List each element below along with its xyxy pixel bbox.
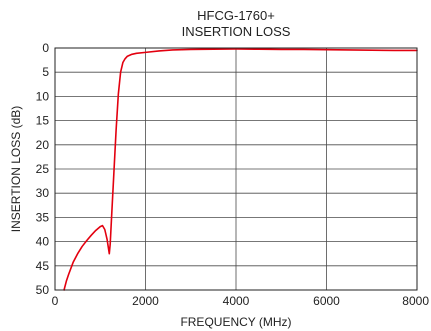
x-tick-label: 4000 bbox=[223, 294, 250, 308]
x-tick-label: 0 bbox=[52, 294, 59, 308]
y-tick-label: 40 bbox=[36, 235, 50, 249]
y-tick-label: 50 bbox=[36, 283, 50, 297]
y-tick-label: 15 bbox=[36, 114, 50, 128]
y-tick-label: 35 bbox=[36, 210, 50, 224]
series-line bbox=[63, 48, 418, 291]
series-group bbox=[63, 48, 418, 291]
x-tick-label: 2000 bbox=[132, 294, 159, 308]
y-tick-label: 10 bbox=[36, 89, 50, 103]
x-tick-label: 6000 bbox=[313, 294, 340, 308]
plot-frame bbox=[54, 47, 418, 291]
x-tick-label: 8000 bbox=[402, 294, 429, 308]
y-tick-label: 30 bbox=[36, 186, 50, 200]
chart-subtitle: INSERTION LOSS bbox=[182, 24, 291, 39]
y-tick-label: 0 bbox=[42, 41, 49, 55]
y-tick-label: 5 bbox=[42, 65, 49, 79]
y-tick-label: 25 bbox=[36, 162, 50, 176]
y-tick-label: 20 bbox=[36, 138, 50, 152]
gridlines bbox=[55, 48, 417, 290]
y-axis-label: INSERTION LOSS (dB) bbox=[9, 106, 23, 232]
chart-title: HFCG-1760+ bbox=[197, 8, 275, 23]
x-axis-label: FREQUENCY (MHz) bbox=[180, 315, 291, 329]
y-tick-label: 45 bbox=[36, 259, 50, 273]
